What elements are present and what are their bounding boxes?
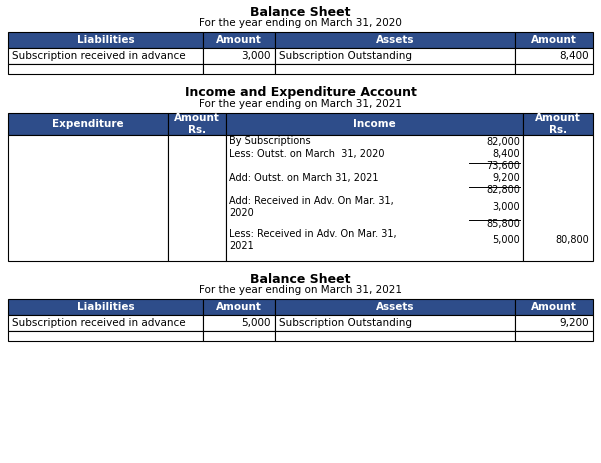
Text: By Subscriptions: By Subscriptions bbox=[229, 137, 311, 146]
Text: Add: Received in Adv. On Mar. 31,
2020: Add: Received in Adv. On Mar. 31, 2020 bbox=[229, 196, 394, 218]
Text: Less: Received in Adv. On Mar. 31,
2021: Less: Received in Adv. On Mar. 31, 2021 bbox=[229, 229, 397, 251]
Text: Amount: Amount bbox=[216, 302, 262, 312]
Text: Amount
Rs.: Amount Rs. bbox=[174, 113, 220, 135]
Bar bbox=[275, 64, 515, 74]
Bar bbox=[8, 299, 203, 315]
Text: Subscription Outstanding: Subscription Outstanding bbox=[279, 51, 412, 61]
Text: 8,400: 8,400 bbox=[492, 150, 520, 159]
Text: Income and Expenditure Account: Income and Expenditure Account bbox=[185, 86, 416, 99]
Bar bbox=[275, 299, 515, 315]
Text: Less: Outst. on March  31, 2020: Less: Outst. on March 31, 2020 bbox=[229, 150, 385, 159]
Bar bbox=[515, 48, 593, 64]
Bar bbox=[168, 113, 226, 135]
Text: 5,000: 5,000 bbox=[242, 318, 271, 328]
Text: 9,200: 9,200 bbox=[492, 174, 520, 183]
Bar bbox=[515, 331, 593, 341]
Bar bbox=[203, 331, 275, 341]
Bar bbox=[8, 113, 168, 135]
Bar bbox=[8, 135, 168, 261]
Bar bbox=[515, 299, 593, 315]
Text: 3,000: 3,000 bbox=[242, 51, 271, 61]
Text: Liabilities: Liabilities bbox=[77, 302, 134, 312]
Text: Liabilities: Liabilities bbox=[77, 35, 134, 45]
Bar bbox=[168, 135, 226, 261]
Bar bbox=[275, 315, 515, 331]
Text: Balance Sheet: Balance Sheet bbox=[250, 6, 351, 19]
Text: Add: Outst. on March 31, 2021: Add: Outst. on March 31, 2021 bbox=[229, 174, 379, 183]
Bar bbox=[515, 64, 593, 74]
Text: 82,000: 82,000 bbox=[486, 137, 520, 146]
Bar bbox=[203, 32, 275, 48]
Text: Subscription received in advance: Subscription received in advance bbox=[12, 51, 186, 61]
Bar bbox=[226, 135, 523, 261]
Bar bbox=[203, 64, 275, 74]
Bar bbox=[8, 32, 203, 48]
Bar bbox=[226, 113, 523, 135]
Bar bbox=[8, 315, 203, 331]
Text: For the year ending on March 31, 2021: For the year ending on March 31, 2021 bbox=[199, 99, 402, 109]
Text: Income: Income bbox=[353, 119, 396, 129]
Text: For the year ending on March 31, 2021: For the year ending on March 31, 2021 bbox=[199, 285, 402, 295]
Text: Amount: Amount bbox=[216, 35, 262, 45]
Bar bbox=[8, 48, 203, 64]
Text: Expenditure: Expenditure bbox=[52, 119, 124, 129]
Bar bbox=[515, 315, 593, 331]
Text: Subscription Outstanding: Subscription Outstanding bbox=[279, 318, 412, 328]
Bar bbox=[203, 299, 275, 315]
Text: 82,800: 82,800 bbox=[486, 186, 520, 195]
Text: Amount
Rs.: Amount Rs. bbox=[535, 113, 581, 135]
Text: Amount: Amount bbox=[531, 35, 577, 45]
Bar bbox=[515, 32, 593, 48]
Text: Assets: Assets bbox=[376, 35, 414, 45]
Text: Amount: Amount bbox=[531, 302, 577, 312]
Text: 9,200: 9,200 bbox=[560, 318, 589, 328]
Text: Assets: Assets bbox=[376, 302, 414, 312]
Text: 5,000: 5,000 bbox=[492, 235, 520, 245]
Text: 73,600: 73,600 bbox=[486, 162, 520, 171]
Text: 85,800: 85,800 bbox=[486, 219, 520, 229]
Text: Subscription received in advance: Subscription received in advance bbox=[12, 318, 186, 328]
Bar bbox=[203, 48, 275, 64]
Text: 8,400: 8,400 bbox=[560, 51, 589, 61]
Text: 80,800: 80,800 bbox=[555, 235, 589, 245]
Bar bbox=[275, 32, 515, 48]
Bar bbox=[523, 113, 593, 135]
Bar bbox=[275, 48, 515, 64]
Bar bbox=[523, 135, 593, 261]
Bar bbox=[8, 331, 203, 341]
Bar bbox=[275, 331, 515, 341]
Bar bbox=[8, 64, 203, 74]
Bar bbox=[203, 315, 275, 331]
Text: Balance Sheet: Balance Sheet bbox=[250, 273, 351, 286]
Text: 3,000: 3,000 bbox=[492, 202, 520, 212]
Text: For the year ending on March 31, 2020: For the year ending on March 31, 2020 bbox=[199, 18, 402, 28]
